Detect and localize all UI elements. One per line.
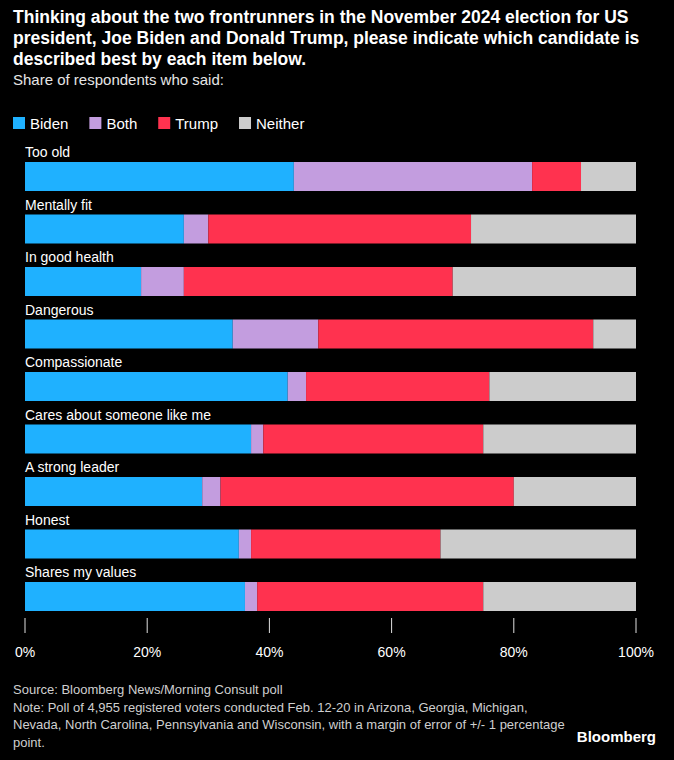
bar-segment — [471, 215, 636, 244]
tick — [147, 618, 148, 633]
chart: Biden Both Trump Neither Too old Mentally fit… — [0, 0, 674, 760]
bar-segment — [294, 162, 532, 191]
category-label: Mentally fit — [25, 197, 92, 213]
tick — [513, 618, 514, 633]
category-label: Shares my values — [25, 564, 136, 580]
bar-segment — [25, 477, 202, 506]
x-axis: 0% 20% 40% 60% 80% 100% — [15, 618, 654, 660]
bar-segment — [593, 320, 636, 349]
category-label: Dangerous — [25, 302, 94, 318]
credit: Bloomberg — [577, 728, 656, 745]
bar-segment — [514, 477, 636, 506]
bar-segment — [25, 267, 141, 296]
bar-segment — [202, 477, 220, 506]
tick-label: 20% — [133, 644, 161, 660]
legend-swatch — [89, 117, 101, 129]
bar-segment — [221, 477, 514, 506]
legend-label: Neither — [256, 115, 304, 132]
bar-segment — [245, 582, 257, 611]
bar-segment — [25, 425, 251, 454]
note: Note: Poll of 4,955 registered voters co… — [13, 699, 573, 752]
category-label: In good health — [25, 249, 114, 265]
bar-segment — [25, 530, 239, 559]
title: Thinking about the two frontrunners in t… — [13, 7, 663, 70]
subtitle: Share of respondents who said: — [13, 71, 224, 88]
legend-label: Both — [106, 115, 137, 132]
bar-segment — [184, 215, 208, 244]
bar-segment — [489, 372, 636, 401]
legend-swatch — [158, 117, 170, 129]
bar-segment — [263, 425, 483, 454]
tick — [269, 618, 270, 633]
bar-segment — [453, 267, 636, 296]
bar-segment — [318, 320, 593, 349]
legend-label: Trump — [175, 115, 218, 132]
bar-segment — [25, 372, 288, 401]
bar-segment — [483, 582, 636, 611]
legend-swatch — [239, 117, 251, 129]
legend-label: Biden — [30, 115, 68, 132]
tick-label: 60% — [378, 644, 406, 660]
bar-segment — [239, 530, 251, 559]
bar-segment — [25, 162, 294, 191]
legend-swatch — [13, 117, 25, 129]
legend: Biden Both Trump Neither — [13, 115, 304, 132]
tick — [25, 618, 26, 633]
bar-segment — [208, 215, 471, 244]
category-label: Honest — [25, 512, 69, 528]
tick-label: 100% — [618, 644, 654, 660]
tick — [636, 618, 637, 633]
bar-segment — [25, 320, 233, 349]
bar-segment — [581, 162, 636, 191]
bar-segment — [251, 425, 263, 454]
bar-segment — [25, 215, 184, 244]
bar-segment — [141, 267, 184, 296]
tick-label: 40% — [255, 644, 283, 660]
tick-label: 0% — [15, 644, 35, 660]
category-label: A strong leader — [25, 459, 120, 475]
tick — [391, 618, 392, 633]
source: Source: Bloomberg News/Morning Consult p… — [13, 681, 573, 699]
bar-segment — [483, 425, 636, 454]
bar-segment — [440, 530, 636, 559]
bar-segment — [532, 162, 581, 191]
bar-segment — [251, 530, 440, 559]
bar-segment — [257, 582, 483, 611]
bar-segment — [184, 267, 453, 296]
category-labels: Too old Mentally fit In good health Dangero… — [25, 144, 211, 580]
category-label: Cares about someone like me — [25, 407, 211, 423]
bars — [25, 162, 636, 611]
bar-segment — [288, 372, 306, 401]
bar-segment — [25, 582, 245, 611]
tick-label: 80% — [500, 644, 528, 660]
bar-segment — [233, 320, 319, 349]
category-label: Compassionate — [25, 354, 122, 370]
category-label: Too old — [25, 144, 70, 160]
footnotes: Source: Bloomberg News/Morning Consult p… — [13, 681, 573, 751]
bar-segment — [306, 372, 489, 401]
